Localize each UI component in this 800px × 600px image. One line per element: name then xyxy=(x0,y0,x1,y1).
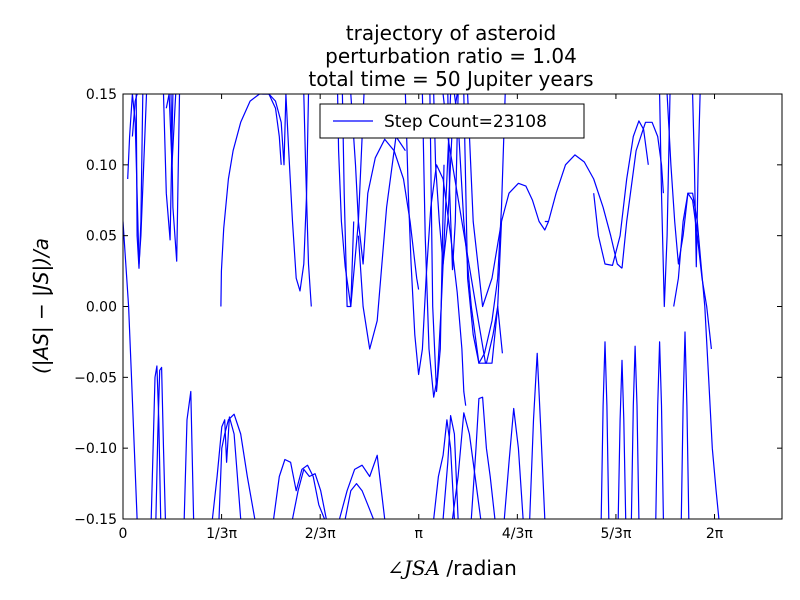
trajectory-segment-39 xyxy=(433,419,455,519)
trajectory-segment-15 xyxy=(421,94,452,398)
legend-entry: Step Count=23108 xyxy=(384,112,547,132)
trajectory-segment-30 xyxy=(150,365,162,519)
y-tick-label-5: −0.10 xyxy=(74,441,117,457)
trajectory-segment-43 xyxy=(503,407,524,519)
trajectory-segment-37 xyxy=(338,454,386,519)
title-line-2: perturbation ratio = 1.04 xyxy=(325,44,577,68)
trajectory-segment-46 xyxy=(617,359,627,519)
trajectory-segment-24 xyxy=(593,120,649,266)
trajectory-segment-22 xyxy=(463,94,506,364)
trajectory-segment-34 xyxy=(218,413,256,519)
x-tick-label-3: π xyxy=(415,526,424,542)
y-axis-label: (|AS| − |JS|)/a xyxy=(29,238,53,374)
x-tick-label-0: 0 xyxy=(119,526,128,542)
legend: Step Count=23108 xyxy=(319,103,585,139)
title-line-1: trajectory of asteroid xyxy=(346,21,556,45)
trajectory-segment-29 xyxy=(692,94,701,268)
trajectory-segment-36 xyxy=(291,468,327,519)
trajectory-segment-42 xyxy=(470,396,496,519)
trajectory-segment-12 xyxy=(357,135,406,350)
trajectory-segment-32 xyxy=(183,390,195,519)
trajectory-segment-40 xyxy=(442,415,459,519)
y-tick-label-3: 0.00 xyxy=(86,300,117,316)
x-tick-label-5: 5/3π xyxy=(600,526,632,542)
x-tick-label-6: 2π xyxy=(706,526,724,542)
trajectory-segment-23 xyxy=(544,154,623,269)
trajectory-segment-25 xyxy=(621,121,664,269)
chart-title: trajectory of asteroid perturbation rati… xyxy=(308,21,593,91)
trajectory-segment-28 xyxy=(673,192,720,519)
trajectory-segment-31 xyxy=(155,366,166,519)
x-axis-label-unit: /radian xyxy=(440,556,517,580)
x-tick-label-4: 4/3π xyxy=(502,526,534,542)
y-tick-label-0: 0.15 xyxy=(86,87,117,103)
x-tick-label-2: 2/3π xyxy=(305,526,337,542)
trajectory-segment-49 xyxy=(680,331,690,519)
trajectory-segment-18 xyxy=(447,94,459,271)
trajectory-segment-0 xyxy=(123,221,138,519)
x-tick-label-1: 1/3π xyxy=(206,526,238,542)
trajectory-segment-35 xyxy=(273,458,326,519)
trajectory-segment-41 xyxy=(451,412,482,519)
trajectory-segment-13 xyxy=(350,94,420,290)
trajectory-segment-38 xyxy=(344,483,374,519)
y-axis-ticks: 0.15 0.10 0.05 0.00 −0.05 −0.10 −0.15 xyxy=(74,87,782,528)
trajectory-segment-17 xyxy=(429,94,445,393)
y-tick-label-6: −0.15 xyxy=(74,512,117,528)
trajectory-segment-3 xyxy=(135,94,144,269)
trajectory-segment-4 xyxy=(162,94,174,241)
trajectory-segment-45 xyxy=(600,341,610,519)
x-axis-label-math: ∠JSA xyxy=(387,556,440,580)
trajectory-segment-7 xyxy=(220,94,310,307)
trajectory-segment-48 xyxy=(655,341,664,519)
trajectory-segment-47 xyxy=(630,345,640,519)
x-axis-label: ∠JSA /radian xyxy=(387,556,517,580)
trajectory-segment-21 xyxy=(467,94,550,308)
x-axis-ticks: 0 1/3π 2/3π π 4/3π 5/3π 2π xyxy=(119,94,724,542)
y-tick-label-2: 0.05 xyxy=(86,229,117,245)
title-line-3: total time = 50 Jupiter years xyxy=(308,67,593,91)
series-layer xyxy=(123,94,720,519)
y-tick-label-1: 0.10 xyxy=(86,158,117,174)
trajectory-segment-8 xyxy=(262,94,282,165)
trajectory-segment-6 xyxy=(165,94,177,166)
trajectory-segment-33 xyxy=(211,416,242,519)
trajectory-segment-19 xyxy=(442,94,503,364)
y-tick-label-4: −0.05 xyxy=(74,370,117,386)
trajectory-segment-26 xyxy=(659,94,671,308)
trajectory-segment-44 xyxy=(529,352,546,519)
trajectory-segment-11 xyxy=(341,94,355,308)
trajectory-segment-9 xyxy=(303,94,312,307)
